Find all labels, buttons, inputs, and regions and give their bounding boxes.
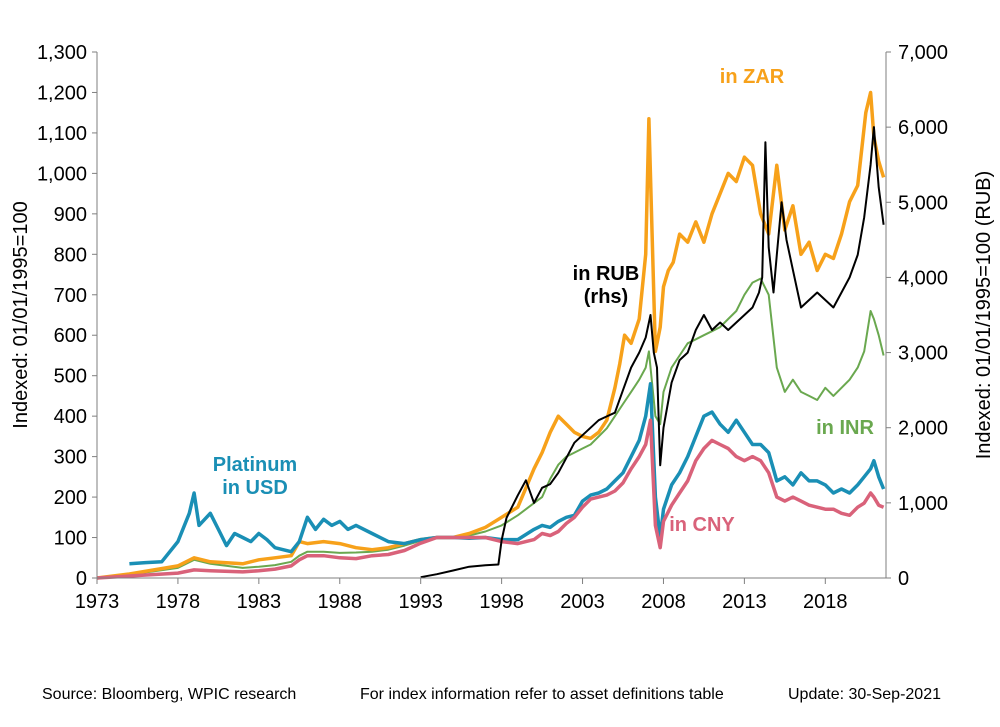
left-tick-label: 800 (54, 244, 87, 266)
annotation-cny: in CNY (669, 514, 735, 536)
right-tick-label: 6,000 (898, 117, 948, 139)
left-tick-label: 1,200 (37, 82, 87, 104)
right-tick-label: 1,000 (898, 493, 948, 515)
series-line-zar (96, 90, 886, 580)
right-tick-label: 3,000 (898, 343, 948, 365)
left-tick-label: 100 (54, 528, 87, 550)
annotation-line: in USD (222, 477, 288, 499)
y-axis-title-right: Indexed: 01/01/1995=100 (RUB) (973, 171, 995, 460)
x-tick-label: 1988 (318, 591, 363, 613)
axes (92, 51, 891, 584)
y-axis-title-left: Indexed: 01/01/1995=100 (10, 201, 32, 428)
annotation-line: in ZAR (720, 66, 785, 88)
x-tick-label: 2018 (803, 591, 848, 613)
series-line-inr (96, 277, 885, 579)
right-tick-label: 2,000 (898, 418, 948, 440)
x-tick-label: 1998 (479, 591, 524, 613)
series-lines (96, 90, 886, 580)
left-tick-label: 1,300 (37, 42, 87, 64)
annotation-inr: in INR (816, 417, 874, 439)
right-tick-label: 4,000 (898, 267, 948, 289)
annotation-rub: in RUB (rhs) (573, 263, 640, 308)
x-tick-label: 2013 (722, 591, 767, 613)
right-tick-label: 7,000 (898, 42, 948, 64)
left-tick-label: 900 (54, 204, 87, 226)
series-line-cny (96, 418, 885, 580)
left-tick-label: 1,000 (37, 163, 87, 185)
right-tick-label: 0 (898, 568, 909, 590)
x-tick-label: 1993 (398, 591, 443, 613)
index-info-note: For index information refer to asset def… (360, 686, 724, 703)
series-annotations: Platinum in USD in RUB (rhs) in ZAR in INR in … (213, 66, 875, 536)
left-tick-label: 600 (54, 325, 87, 347)
x-tick-label: 1978 (156, 591, 201, 613)
annotation-zar: in ZAR (720, 66, 785, 88)
left-tick-label: 200 (54, 487, 87, 509)
tick-labels: 0 100 200 300 400 500 600 700 800 900 1,000 1,100 1,… (37, 42, 948, 613)
left-tick-label: 400 (54, 406, 87, 428)
annotation-line: in INR (816, 417, 874, 439)
update-date: Update: 30-Sep-2021 (788, 686, 941, 703)
source-note: Source: Bloomberg, WPIC research (42, 686, 297, 703)
annotation-usd: Platinum in USD (213, 454, 297, 499)
right-tick-label: 5,000 (898, 192, 948, 214)
series-line-rub (420, 126, 885, 579)
left-tick-label: 300 (54, 447, 87, 469)
left-tick-label: 700 (54, 285, 87, 307)
series-line-usd (129, 382, 886, 566)
left-tick-label: 1,100 (37, 123, 87, 145)
x-tick-label: 2003 (560, 591, 605, 613)
x-tick-label: 2008 (641, 591, 686, 613)
x-tick-label: 1983 (237, 591, 282, 613)
annotation-line: in RUB (573, 263, 640, 285)
left-tick-label: 0 (76, 568, 87, 590)
annotation-line: Platinum (213, 454, 297, 476)
x-tick-label: 1973 (75, 591, 120, 613)
annotation-line: in CNY (669, 514, 735, 536)
left-tick-label: 500 (54, 366, 87, 388)
annotation-line: (rhs) (584, 286, 628, 308)
